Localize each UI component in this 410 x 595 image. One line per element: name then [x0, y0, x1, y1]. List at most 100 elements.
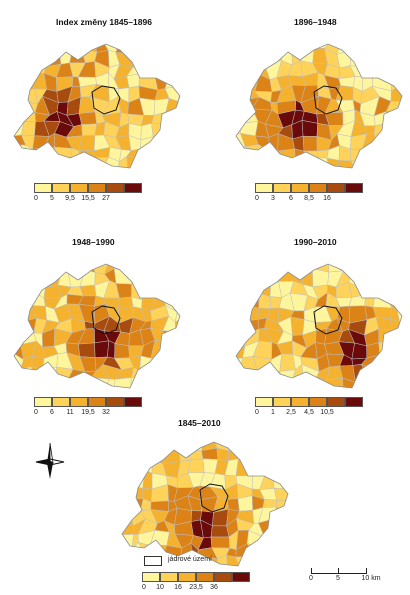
legend-swatch [309, 397, 327, 407]
municipality-area [128, 498, 144, 512]
legend-tick-label: 0 [34, 195, 38, 202]
municipality-area [282, 521, 288, 533]
municipality-area [140, 442, 155, 453]
legend-swatch [124, 397, 142, 407]
municipality-area [122, 451, 133, 465]
municipality-area [122, 554, 131, 566]
core-territory-swatch [144, 556, 162, 566]
municipality-area [130, 571, 141, 584]
legend-swatch [88, 397, 106, 407]
legend-swatch [142, 572, 160, 582]
legend-swatch [70, 183, 88, 193]
legend-tick-label: 8,5 [304, 195, 314, 202]
legend-tick-label: 15,5 [81, 195, 95, 202]
legend-swatch [196, 572, 214, 582]
legend-tick-label: 11 [66, 409, 74, 416]
legend-tick-label: 9,5 [65, 195, 75, 202]
legend-swatch [345, 183, 363, 193]
legend-tick-label: 10 [156, 584, 164, 591]
panel-title: 1845–2010 [178, 418, 221, 428]
panel-title: Index změny 1845–1896 [56, 17, 152, 27]
municipality-area [132, 442, 144, 454]
legend-tick-label: 36 [210, 584, 218, 591]
municipality-area [252, 442, 266, 449]
legend-tick-label: 19,5 [81, 409, 95, 416]
core-territory-legend: jádrové území [144, 555, 284, 569]
municipality-area [150, 442, 166, 453]
legend-tick-label: 10,5 [320, 409, 334, 416]
legend-swatch [124, 183, 142, 193]
region-boundary [235, 43, 403, 169]
legend-swatch [34, 397, 52, 407]
core-territory-outline [199, 483, 229, 513]
municipality-area [187, 458, 205, 474]
municipality-area [122, 498, 133, 512]
municipality-area [259, 446, 274, 464]
legend-swatch [178, 572, 196, 582]
panel-title: 1948–1990 [72, 237, 115, 247]
region-boundary [235, 263, 403, 389]
municipality-area [251, 448, 262, 464]
municipality-area [122, 483, 133, 500]
municipality-area [117, 155, 129, 168]
municipality-area [271, 458, 286, 473]
legend-swatch [255, 183, 273, 193]
legend-swatch [327, 183, 345, 193]
legend-swatch [327, 397, 345, 407]
municipality-area [116, 572, 131, 580]
legend-tick-label: 2,5 [286, 409, 296, 416]
municipality-area [251, 458, 266, 477]
region-boundary [13, 263, 181, 389]
legend-tick-label: 4,5 [304, 409, 314, 416]
legend-swatch [214, 572, 232, 582]
municipality-area [263, 569, 275, 583]
municipality-area [275, 531, 284, 549]
municipality-area [273, 487, 288, 501]
legend-swatch [52, 397, 70, 407]
legend-swatch [255, 397, 273, 407]
legend-swatch [34, 183, 52, 193]
legend-tick-label: 0 [142, 584, 146, 591]
municipality-area [131, 452, 145, 465]
legend-tick-label: 27 [102, 195, 110, 202]
municipality-area [271, 446, 285, 462]
core-territory-outline [91, 305, 121, 335]
municipality-area [261, 535, 277, 549]
legend-tick-label: 32 [102, 409, 110, 416]
legend-swatch [88, 183, 106, 193]
legend-swatch [52, 183, 70, 193]
municipality-area [282, 442, 288, 453]
municipality-area [177, 84, 180, 102]
scale-label-10km: 10 km [361, 575, 381, 582]
legend-tick-label: 6 [289, 195, 293, 202]
scale-label-0: 0 [309, 575, 313, 582]
region-boundary [13, 43, 181, 169]
legend: 0 1 2,5 4,5 10,5 [255, 397, 375, 419]
municipality-area [271, 471, 288, 489]
legend-tick-label: 16 [323, 195, 331, 202]
municipality-area [126, 470, 146, 489]
municipality-area [260, 458, 273, 476]
municipality-area [210, 525, 230, 538]
municipality-area [234, 442, 254, 451]
municipality-area [142, 470, 153, 490]
core-territory-label: jádrové území [168, 556, 212, 563]
municipality-area [151, 446, 164, 465]
municipality-area [337, 160, 356, 168]
legend-swatch [273, 183, 291, 193]
panel-title: 1990–2010 [294, 237, 337, 247]
municipality-area [122, 545, 133, 560]
region-boundary [121, 441, 289, 567]
legend-swatch [291, 183, 309, 193]
municipality-area [274, 518, 286, 537]
legend-tick-label: 0 [34, 409, 38, 416]
legend: 0 6 11 19,5 32 [34, 397, 154, 419]
legend: 0 10 16 23,5 36 [142, 572, 262, 594]
municipality-area [284, 460, 288, 475]
legend-tick-label: 23,5 [189, 584, 203, 591]
panel-title: 1896–1948 [294, 17, 337, 27]
